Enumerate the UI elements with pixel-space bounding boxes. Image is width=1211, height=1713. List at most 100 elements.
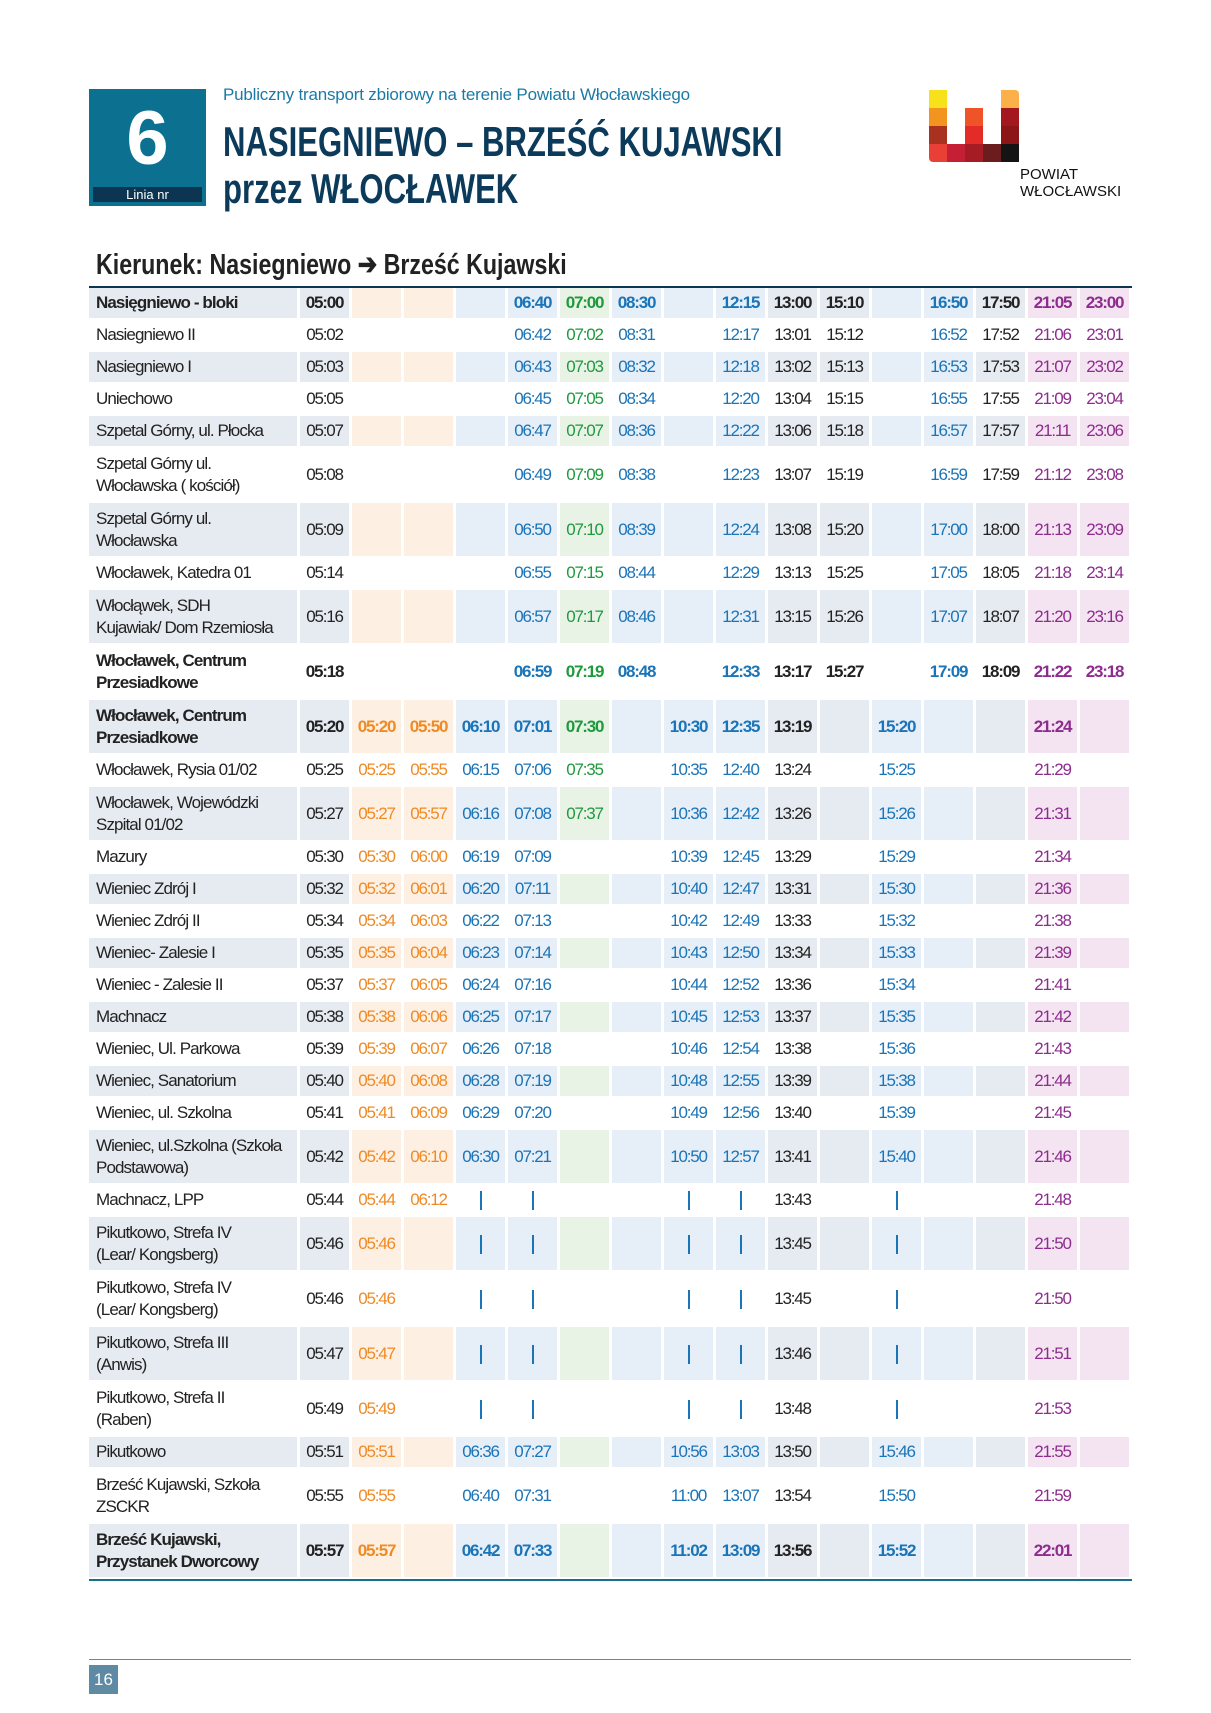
departure-time [560, 1469, 612, 1524]
departure-time: 12:55 [716, 1066, 768, 1098]
departure-time: 06:40 [456, 1469, 508, 1524]
pass-through-marker [687, 1399, 690, 1419]
departure-time [872, 1217, 924, 1272]
departure-time [976, 874, 1028, 906]
departure-time: 15:32 [872, 906, 924, 938]
departure-time [976, 1327, 1028, 1382]
departure-time: 16:53 [924, 352, 976, 384]
departure-time: 21:43 [1028, 1034, 1080, 1066]
departure-time: 10:36 [664, 787, 716, 842]
departure-time: 06:00 [404, 842, 456, 874]
departure-time: 06:57 [508, 590, 560, 645]
departure-time [820, 1524, 872, 1579]
departure-time: 15:30 [872, 874, 924, 906]
departure-time: 06:49 [508, 448, 560, 503]
departure-time: 13:46 [768, 1327, 820, 1382]
departure-time: 12:50 [716, 938, 768, 970]
departure-time [820, 1217, 872, 1272]
departure-time: 06:50 [508, 503, 560, 558]
stop-name: Pikutkowo, Strefa IV (Lear/ Kongsberg) [89, 1272, 300, 1327]
departure-time: 05:32 [352, 874, 404, 906]
departure-time: 08:34 [612, 384, 664, 416]
departure-time: 13:56 [768, 1524, 820, 1579]
departure-time: 15:39 [872, 1098, 924, 1130]
departure-time: 05:39 [352, 1034, 404, 1066]
pass-through-marker [739, 1344, 742, 1364]
stop-name: Uniechowo [89, 384, 300, 416]
stop-name: Machnacz, LPP [89, 1185, 300, 1217]
departure-time: 21:29 [1028, 755, 1080, 787]
departure-time [872, 320, 924, 352]
stop-name: Wieniec Zdrój II [89, 906, 300, 938]
stop-name: Nasięgniewo - bloki [89, 288, 300, 320]
departure-time [976, 1437, 1028, 1469]
departure-time: 13:26 [768, 787, 820, 842]
departure-time: 05:25 [300, 755, 352, 787]
stop-name: Wieniec, ul. Szkolna [89, 1098, 300, 1130]
departure-time [456, 558, 508, 590]
departure-time [404, 1327, 456, 1382]
departure-time: 05:38 [352, 1002, 404, 1034]
departure-time [976, 1469, 1028, 1524]
departure-time: 11:02 [664, 1524, 716, 1579]
departure-time [404, 320, 456, 352]
departure-time: 07:15 [560, 558, 612, 590]
departure-time: 15:52 [872, 1524, 924, 1579]
departure-time [404, 416, 456, 448]
departure-time: 17:52 [976, 320, 1028, 352]
departure-time [976, 938, 1028, 970]
departure-time: 13:40 [768, 1098, 820, 1130]
table-row: Wieniec- Zalesie I 05:35 05:35 06:04 06:23 07… [89, 938, 1132, 970]
departure-time: 08:38 [612, 448, 664, 503]
departure-time: 10:46 [664, 1034, 716, 1066]
departure-time [976, 1002, 1028, 1034]
departure-time [612, 1469, 664, 1524]
departure-time [924, 874, 976, 906]
departure-time [560, 1437, 612, 1469]
departure-time: 13:36 [768, 970, 820, 1002]
departure-time: 07:33 [508, 1524, 560, 1579]
departure-time [508, 1327, 560, 1382]
departure-time: 10:39 [664, 842, 716, 874]
departure-time [664, 448, 716, 503]
departure-time [976, 970, 1028, 1002]
departure-time [1080, 906, 1132, 938]
departure-time [612, 1098, 664, 1130]
departure-time: 17:55 [976, 384, 1028, 416]
table-row: Nasięgniewo - bloki 05:00 06:40 07:00 08:30 1… [89, 288, 1132, 320]
departure-time [664, 645, 716, 700]
departure-time [872, 1272, 924, 1327]
departure-time: 07:35 [560, 755, 612, 787]
departure-time: 13:50 [768, 1437, 820, 1469]
stop-name: Szpetal Górny ul. Włocławska ( kościół) [89, 448, 300, 503]
departure-time [560, 1066, 612, 1098]
stop-name: Wieniec, ul.Szkolna (Szkoła Podstawowa) [89, 1130, 300, 1185]
departure-time [560, 1034, 612, 1066]
stop-name: Wieniec, Sanatorium [89, 1066, 300, 1098]
departure-time: 07:17 [560, 590, 612, 645]
departure-time: 21:50 [1028, 1272, 1080, 1327]
departure-time: 05:49 [352, 1382, 404, 1437]
departure-time: 17:07 [924, 590, 976, 645]
departure-time [612, 1272, 664, 1327]
departure-time [924, 842, 976, 874]
departure-time [456, 352, 508, 384]
departure-time: 13:13 [768, 558, 820, 590]
departure-time: 07:08 [508, 787, 560, 842]
departure-time [404, 558, 456, 590]
title-line-1: NASIEGNIEWO – BRZEŚĆ KUJAWSKI [223, 118, 783, 165]
departure-time [560, 1130, 612, 1185]
departure-time: 18:05 [976, 558, 1028, 590]
departure-time: 21:55 [1028, 1437, 1080, 1469]
departure-time [820, 938, 872, 970]
departure-time: 05:40 [352, 1066, 404, 1098]
departure-time [716, 1272, 768, 1327]
departure-time [924, 1034, 976, 1066]
departure-time: 21:48 [1028, 1185, 1080, 1217]
table-row: Pikutkowo 05:51 05:51 06:36 07:27 10:56 13:03 1… [89, 1437, 1132, 1469]
departure-time: 21:24 [1028, 700, 1080, 755]
departure-time: 05:37 [300, 970, 352, 1002]
departure-time [612, 1066, 664, 1098]
departure-time [612, 1382, 664, 1437]
departure-time [404, 1382, 456, 1437]
